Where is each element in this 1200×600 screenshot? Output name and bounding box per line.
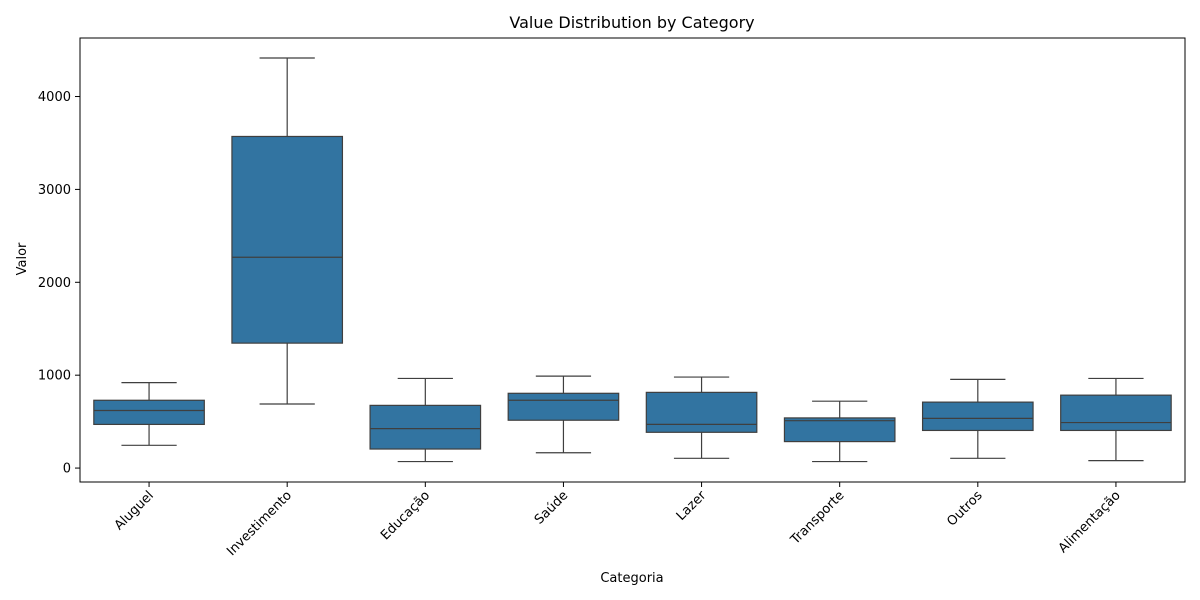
box-group-0 [93,382,205,446]
box-iqr [369,404,482,450]
x-tick-label: Investimento [224,488,295,559]
x-tick-label: Saúde [532,488,571,527]
box-iqr [1060,394,1172,432]
x-tick-label: Transporte [787,488,847,548]
box-iqr [921,401,1034,432]
box-group-7 [1060,377,1172,462]
box-iqr [231,135,344,344]
box-group-4 [645,376,758,459]
x-tick-label: Alimentação [1056,488,1124,556]
y-axis: 0 1000 2000 3000 4000 [38,90,80,477]
x-axis: Aluguel Investimento Educação Saúde Lazer Tra… [112,482,1124,559]
box-iqr [93,399,205,426]
box-group-5 [783,400,896,463]
y-tick-label: 1000 [38,369,71,384]
chart-title: Value Distribution by Category [509,13,754,32]
x-tick-label: Lazer [674,488,710,524]
box-iqr [783,417,896,443]
box-iqr [645,391,758,433]
plot-area [79,37,1186,483]
x-axis-title: Categoria [600,571,663,586]
y-tick-label: 4000 [38,90,71,105]
x-tick-label: Aluguel [112,488,157,533]
box-iqr [507,392,620,421]
x-tick-label: Outros [944,488,985,529]
box-group-2 [369,377,482,463]
y-tick-label: 2000 [38,276,71,291]
box-group-6 [921,378,1034,459]
y-axis-title: Valor [15,242,30,275]
box-group-1 [231,57,344,405]
y-tick-label: 3000 [38,183,71,198]
x-tick-label: Educação [378,488,433,543]
plot-frame [79,37,1186,483]
y-tick-label: 0 [63,462,71,477]
box-group-3 [507,375,620,454]
